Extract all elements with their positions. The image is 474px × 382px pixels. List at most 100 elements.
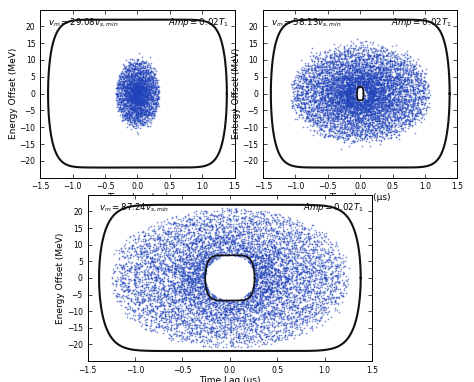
Point (304, 113, 311, 120)
Point (324, 236, 331, 242)
Point (162, 249, 169, 256)
Point (140, 91, 148, 97)
Point (136, 90, 144, 96)
Point (213, 208, 220, 214)
Point (400, 104, 408, 110)
Point (124, 76, 132, 82)
Point (303, 79, 310, 85)
Point (301, 293, 309, 299)
Point (378, 60, 386, 66)
Point (242, 248, 250, 254)
Point (350, 58, 357, 65)
Point (146, 271, 154, 277)
Point (125, 65, 133, 71)
Point (348, 76, 356, 82)
Point (354, 78, 362, 84)
Point (347, 77, 355, 83)
Point (294, 88, 301, 94)
Point (417, 70, 424, 76)
Point (374, 85, 382, 91)
Point (315, 308, 322, 314)
Point (248, 327, 256, 333)
Point (344, 50, 352, 57)
Point (128, 269, 135, 275)
Point (187, 301, 194, 307)
Point (131, 118, 138, 125)
Point (396, 66, 404, 72)
Point (283, 313, 291, 319)
Point (311, 99, 319, 105)
Point (129, 107, 137, 113)
Point (307, 86, 315, 92)
Point (133, 56, 141, 62)
Point (232, 253, 239, 259)
Point (324, 256, 332, 262)
Point (261, 245, 268, 251)
Point (345, 83, 352, 89)
Point (344, 65, 351, 71)
Point (241, 298, 248, 304)
Point (289, 240, 296, 246)
Point (325, 126, 333, 132)
Point (129, 92, 137, 99)
Point (154, 266, 161, 272)
Point (233, 217, 241, 223)
Point (268, 280, 275, 286)
Point (134, 103, 142, 109)
Point (195, 291, 203, 298)
Point (258, 335, 265, 342)
Point (322, 106, 330, 112)
Point (308, 327, 316, 333)
Point (306, 260, 313, 266)
Point (316, 70, 324, 76)
Point (364, 78, 372, 84)
Point (372, 92, 379, 98)
Point (304, 304, 312, 311)
Point (265, 248, 273, 254)
Point (153, 274, 160, 280)
Point (303, 237, 311, 243)
Point (415, 97, 422, 103)
Point (246, 289, 254, 295)
Point (359, 63, 367, 69)
Point (135, 101, 143, 107)
Point (365, 71, 373, 77)
Point (364, 92, 372, 98)
Point (338, 71, 346, 77)
Point (160, 234, 168, 240)
Point (126, 102, 134, 108)
Point (221, 312, 229, 319)
Point (252, 278, 259, 285)
Point (302, 249, 310, 255)
Point (246, 259, 253, 265)
Point (374, 125, 382, 131)
Point (252, 226, 260, 232)
Point (202, 235, 210, 241)
Point (365, 139, 373, 145)
Point (248, 293, 256, 299)
Point (355, 53, 363, 60)
Point (132, 102, 139, 108)
Point (266, 298, 274, 304)
Point (239, 304, 247, 311)
Point (299, 274, 307, 280)
Point (367, 107, 374, 113)
Point (207, 326, 215, 332)
Point (280, 313, 288, 319)
Point (307, 100, 315, 107)
Point (244, 291, 252, 297)
Point (423, 86, 430, 92)
Point (175, 288, 182, 294)
Point (137, 89, 145, 96)
Point (110, 287, 118, 293)
Point (373, 71, 380, 77)
Point (368, 90, 375, 96)
Point (325, 64, 333, 70)
Point (252, 262, 260, 268)
Point (186, 236, 193, 243)
Point (248, 333, 256, 339)
Point (312, 290, 320, 296)
Point (148, 258, 155, 264)
Point (250, 283, 257, 290)
Point (194, 248, 202, 254)
